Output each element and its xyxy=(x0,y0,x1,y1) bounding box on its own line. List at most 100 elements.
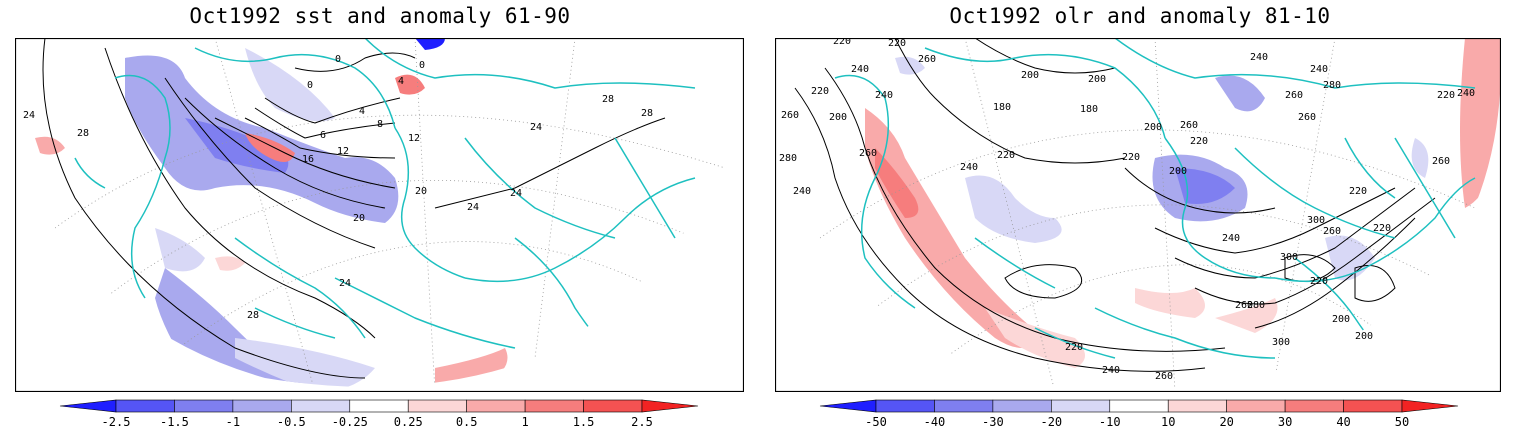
colorbar-tick-label: 50 xyxy=(1395,415,1409,429)
colorbar-segment xyxy=(934,399,994,413)
sst-anomaly-neg-3 xyxy=(155,228,205,272)
olr-panel: Oct1992 olr and anomaly 81-10 xyxy=(760,0,1520,430)
contour-label: 200 xyxy=(1021,70,1039,81)
contour-label: 0 xyxy=(307,80,313,91)
contour-label: 220 xyxy=(1349,186,1367,197)
colorbar-tick-label: -1 xyxy=(226,415,240,429)
colorbar-segment xyxy=(1051,399,1111,413)
olr-anomaly-pos-1 xyxy=(865,108,1045,348)
colorbar-segment xyxy=(232,399,292,413)
colorbar-tick-label: 40 xyxy=(1336,415,1350,429)
contour-label: 300 xyxy=(1307,215,1325,226)
olr-anomaly-pos-6 xyxy=(1215,298,1278,333)
contour-label: 220 xyxy=(997,150,1015,161)
colorbar-segment xyxy=(349,399,409,413)
contour-label: 240 xyxy=(1250,52,1268,63)
contour-label: 200 xyxy=(829,112,847,123)
contour-label: 260 xyxy=(1235,300,1253,311)
olr-anomaly-neg-2 xyxy=(1175,168,1235,204)
contour-label: 240 xyxy=(1310,64,1328,75)
contour-label: 240 xyxy=(851,64,869,75)
sst-anomaly-neg-2 xyxy=(185,118,289,173)
colorbar-tick-label: 30 xyxy=(1278,415,1292,429)
colorbar-segment xyxy=(992,399,1052,413)
sst-panel-title: Oct1992 sst and anomaly 61-90 xyxy=(189,4,571,28)
contour-label: 300 xyxy=(1272,337,1290,348)
contour-label: 260 xyxy=(781,110,799,121)
sst-colorbar: -2.5 -1.5 -1 -0.5 -0.25 0.25 0.5 1 1.5 2.5 xyxy=(59,399,699,429)
olr-colorbar: -50 -40 -30 -20 -10 10 20 30 40 50 xyxy=(819,399,1459,429)
contour-label: 200 xyxy=(1169,166,1187,177)
contour-label: 200 xyxy=(1355,331,1373,342)
contour-label: 24 xyxy=(510,188,522,199)
colorbar-segment xyxy=(1109,399,1169,413)
sst-map: 24 28 0 0 4 4 8 6 12 16 20 24 28 28 20 2… xyxy=(15,38,744,392)
olr-colorbar-ticks: -50 -40 -30 -20 -10 10 20 30 40 50 xyxy=(865,415,1409,429)
contour-label: 20 xyxy=(415,186,427,197)
sst-anomaly-pos-3 xyxy=(35,136,65,155)
colorbar-tick-label: -0.5 xyxy=(277,415,306,429)
colorbar-tick-label: -1.5 xyxy=(160,415,189,429)
contour-label: 200 xyxy=(1144,122,1162,133)
olr-anomaly-pos-2 xyxy=(875,148,919,218)
contour-label: 12 xyxy=(408,133,420,144)
contour-label: 220 xyxy=(1437,90,1455,101)
olr-anomaly-neg-3 xyxy=(965,175,1062,243)
contour-label: 240 xyxy=(793,186,811,197)
colorbar-segment xyxy=(524,399,584,413)
sst-anomaly-neg-6 xyxy=(245,48,335,122)
contour-label: 260 xyxy=(1323,226,1341,237)
contour-label: 0 xyxy=(335,54,341,65)
sst-colorbar-segments xyxy=(59,399,699,413)
sst-anomaly-pos-1 xyxy=(245,133,295,162)
contour-label: 260 xyxy=(1298,112,1316,123)
contour-label: 260 xyxy=(1432,156,1450,167)
contour-label: 28 xyxy=(602,94,614,105)
contour-label: 24 xyxy=(23,110,35,121)
colorbar-tick-label: -50 xyxy=(865,415,887,429)
colorbar-tick-label: 1 xyxy=(521,415,528,429)
olr-map: 220 220 240 260 260 220 240 200 200 180 … xyxy=(775,38,1501,392)
olr-panel-title: Oct1992 olr and anomaly 81-10 xyxy=(949,4,1331,28)
contour-label: 280 xyxy=(1323,80,1341,91)
contour-label: 28 xyxy=(77,128,89,139)
colorbar-arrow-high xyxy=(1401,399,1459,413)
contour-label: 260 xyxy=(1285,90,1303,101)
contour-label: 280 xyxy=(1247,300,1265,311)
sst-colorbar-ticks: -2.5 -1.5 -1 -0.5 -0.25 0.25 0.5 1 1.5 2.5 xyxy=(102,415,653,429)
olr-anomaly-pos-4 xyxy=(985,308,1085,368)
colorbar-tick-label: -0.25 xyxy=(332,415,368,429)
contour-label: 20 xyxy=(353,213,365,224)
olr-colorbar-segments xyxy=(819,399,1459,413)
colorbar-tick-label: -40 xyxy=(924,415,946,429)
colorbar-tick-label: -20 xyxy=(1040,415,1062,429)
contour-label: 300 xyxy=(1280,252,1298,263)
contour-label: 240 xyxy=(1102,365,1120,376)
contour-label: 200 xyxy=(1088,74,1106,85)
colorbar-tick-label: 2.5 xyxy=(631,415,653,429)
colorbar-segment xyxy=(466,399,526,413)
contour-label: 240 xyxy=(1457,88,1475,99)
contour-label: 220 xyxy=(888,38,906,49)
colorbar-tick-label: 0.5 xyxy=(456,415,478,429)
contour-label: 24 xyxy=(530,122,542,133)
colorbar-segment xyxy=(1284,399,1344,413)
contour-label: 260 xyxy=(1180,120,1198,131)
colorbar-tick-label: 1.5 xyxy=(573,415,595,429)
contour-label: 6 xyxy=(320,130,326,141)
sst-panel: Oct1992 sst and anomaly 61-90 xyxy=(15,4,744,429)
colorbar-segment xyxy=(407,399,467,413)
colorbar-arrow-low xyxy=(59,399,117,413)
contour-label: 220 xyxy=(1373,223,1391,234)
contour-label: 260 xyxy=(1155,371,1173,382)
olr-anomaly-neg-7 xyxy=(1411,138,1429,178)
sst-anomaly-neg-5 xyxy=(235,338,375,387)
olr-anomaly-neg-4 xyxy=(1215,75,1265,112)
contour-label: 240 xyxy=(960,162,978,173)
contour-label: 220 xyxy=(1065,342,1083,353)
colorbar-segment xyxy=(1167,399,1227,413)
contour-label: 12 xyxy=(337,146,349,157)
contour-label: 28 xyxy=(641,108,653,119)
contour-label: 8 xyxy=(377,119,383,130)
contour-label: 220 xyxy=(1190,136,1208,147)
